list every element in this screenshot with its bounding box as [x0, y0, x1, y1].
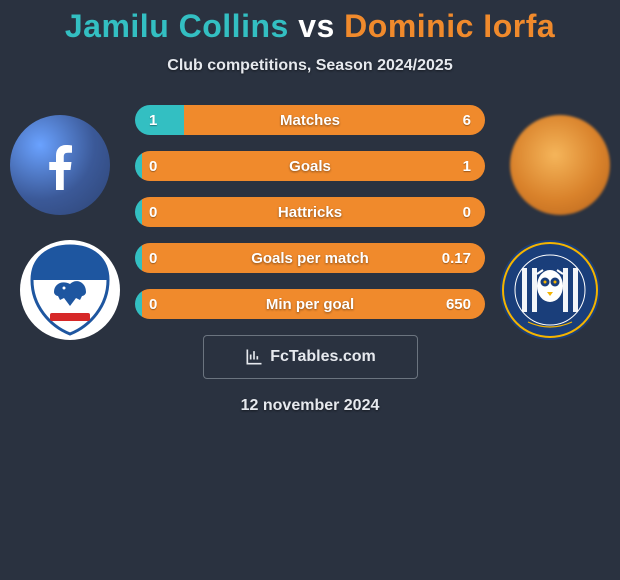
stat-right-value: 0.17 — [442, 250, 471, 267]
stat-label: Goals — [135, 158, 485, 175]
player1-avatar — [10, 115, 110, 215]
stat-row: 0Hattricks0 — [135, 197, 485, 227]
stats-table: 1Matches60Goals10Hattricks00Goals per ma… — [135, 105, 485, 319]
stat-row: 0Min per goal650 — [135, 289, 485, 319]
snapshot-date: 12 november 2024 — [0, 397, 620, 415]
stat-label: Goals per match — [135, 250, 485, 267]
stat-left-value: 0 — [149, 204, 157, 221]
stat-right-value: 1 — [463, 158, 471, 175]
stat-label: Min per goal — [135, 296, 485, 313]
player1-name: Jamilu Collins — [65, 8, 289, 44]
player1-club-crest — [20, 240, 120, 340]
stat-left-value: 1 — [149, 112, 157, 129]
facebook-icon — [30, 135, 90, 195]
player2-avatar — [510, 115, 610, 215]
branding-box: FcTables.com — [203, 335, 418, 379]
stat-row: 1Matches6 — [135, 105, 485, 135]
stat-left-value: 0 — [149, 296, 157, 313]
stat-label: Matches — [135, 112, 485, 129]
player2-club-crest — [500, 240, 600, 340]
subtitle: Club competitions, Season 2024/2025 — [0, 57, 620, 75]
stat-left-value: 0 — [149, 250, 157, 267]
swfc-crest-icon — [500, 240, 600, 340]
cardiff-crest-icon — [20, 240, 120, 340]
chart-icon — [244, 347, 264, 367]
stat-row: 0Goals per match0.17 — [135, 243, 485, 273]
branding-text: FcTables.com — [270, 348, 376, 366]
stat-left-value: 0 — [149, 158, 157, 175]
stat-right-value: 6 — [463, 112, 471, 129]
stat-right-value: 650 — [446, 296, 471, 313]
vs-separator: vs — [298, 8, 335, 44]
stat-right-value: 0 — [463, 204, 471, 221]
stat-row: 0Goals1 — [135, 151, 485, 181]
comparison-body: 1Matches60Goals10Hattricks00Goals per ma… — [0, 105, 620, 415]
player2-name: Dominic Iorfa — [344, 8, 555, 44]
stat-label: Hattricks — [135, 204, 485, 221]
comparison-title: Jamilu Collins vs Dominic Iorfa — [0, 0, 620, 45]
